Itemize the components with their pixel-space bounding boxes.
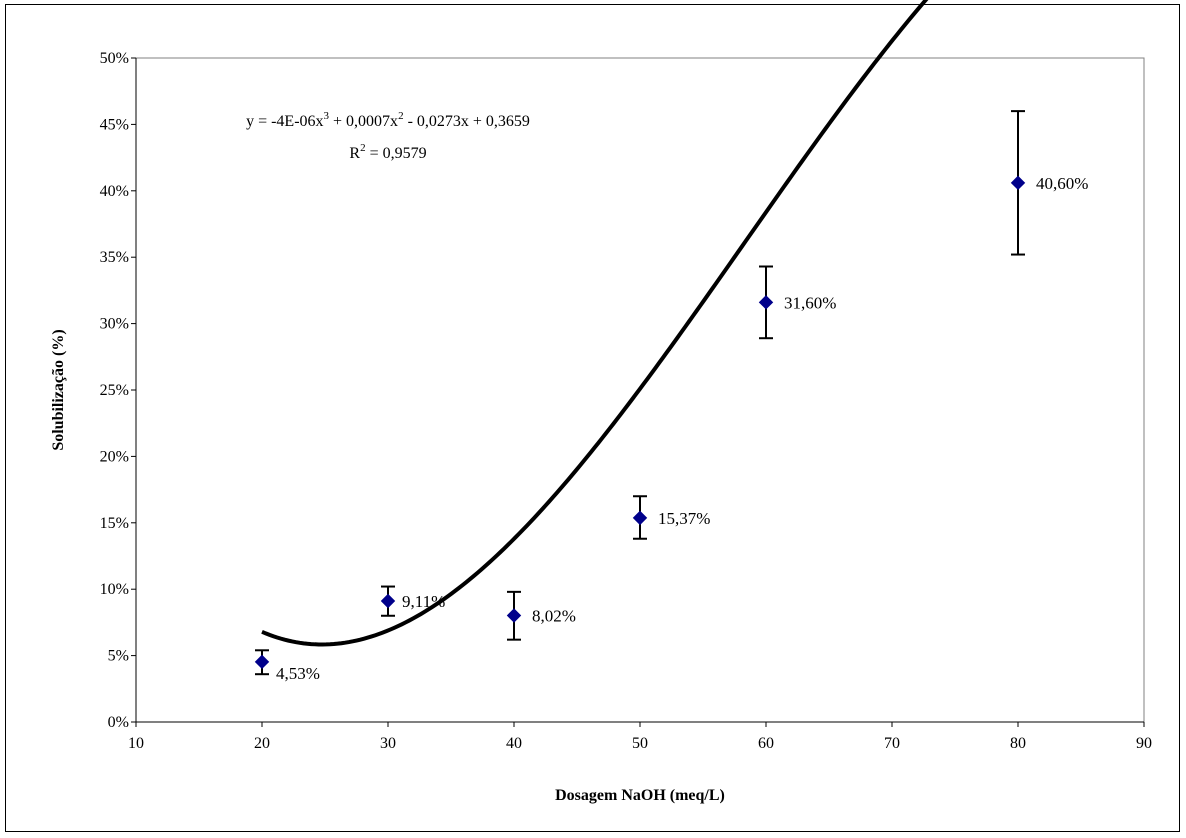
x-tick-label: 20: [254, 735, 270, 752]
y-tick-label: 15%: [100, 515, 129, 532]
y-tick-label: 10%: [100, 581, 129, 598]
y-tick-label: 45%: [100, 116, 129, 133]
x-axis-title: Dosagem NaOH (meq/L): [555, 787, 725, 804]
data-markers: [254, 175, 1026, 670]
data-label: 8,02%: [532, 606, 576, 625]
y-tick-label: 20%: [100, 448, 129, 465]
data-point: [506, 608, 522, 623]
trendline: [261, 0, 929, 647]
y-axis: 0% 5% 10% 15% 20% 25% 30% 35% 40% 45% 50%: [100, 50, 137, 731]
data-point: [1010, 175, 1026, 191]
trendline-equation: y = -4E-06x3 + 0,0007x2 - 0,0273x + 0,36…: [246, 110, 530, 130]
x-tick-label: 90: [1136, 735, 1152, 752]
r-squared: R2 = 0,9579: [349, 142, 426, 162]
y-tick-label: 0%: [108, 714, 129, 731]
x-tick-label: 70: [884, 735, 900, 752]
y-tick-label: 35%: [100, 249, 129, 266]
data-label: 9,11%: [402, 592, 445, 611]
x-tick-label: 40: [506, 735, 522, 752]
data-point: [380, 593, 396, 609]
x-tick-label: 50: [632, 735, 648, 752]
y-tick-label: 25%: [100, 382, 129, 399]
y-tick-label: 40%: [100, 183, 129, 200]
y-tick-label: 30%: [100, 316, 129, 333]
y-tick-label: 5%: [108, 648, 129, 665]
x-tick-label: 60: [758, 735, 774, 752]
x-tick-label: 30: [380, 735, 396, 752]
data-point: [632, 510, 648, 526]
data-label: 15,37%: [658, 509, 710, 528]
data-label: 40,60%: [1036, 174, 1088, 193]
data-point: [254, 654, 270, 670]
x-tick-label: 10: [128, 735, 144, 752]
y-tick-label: 50%: [100, 50, 129, 67]
x-axis: 10 20 30 40 50 60 70 80 90: [128, 721, 1152, 752]
x-tick-label: 80: [1010, 735, 1026, 752]
y-axis-title: Solubilização (%): [50, 329, 67, 450]
data-point: [758, 295, 774, 310]
error-bars: [255, 110, 1025, 676]
data-labels: 4,53% 9,11% 8,02% 15,37% 31,60% 40,60%: [276, 174, 1088, 683]
data-label: 31,60%: [784, 293, 836, 312]
data-label: 4,53%: [276, 664, 320, 683]
chart-frame: [5, 4, 1180, 832]
